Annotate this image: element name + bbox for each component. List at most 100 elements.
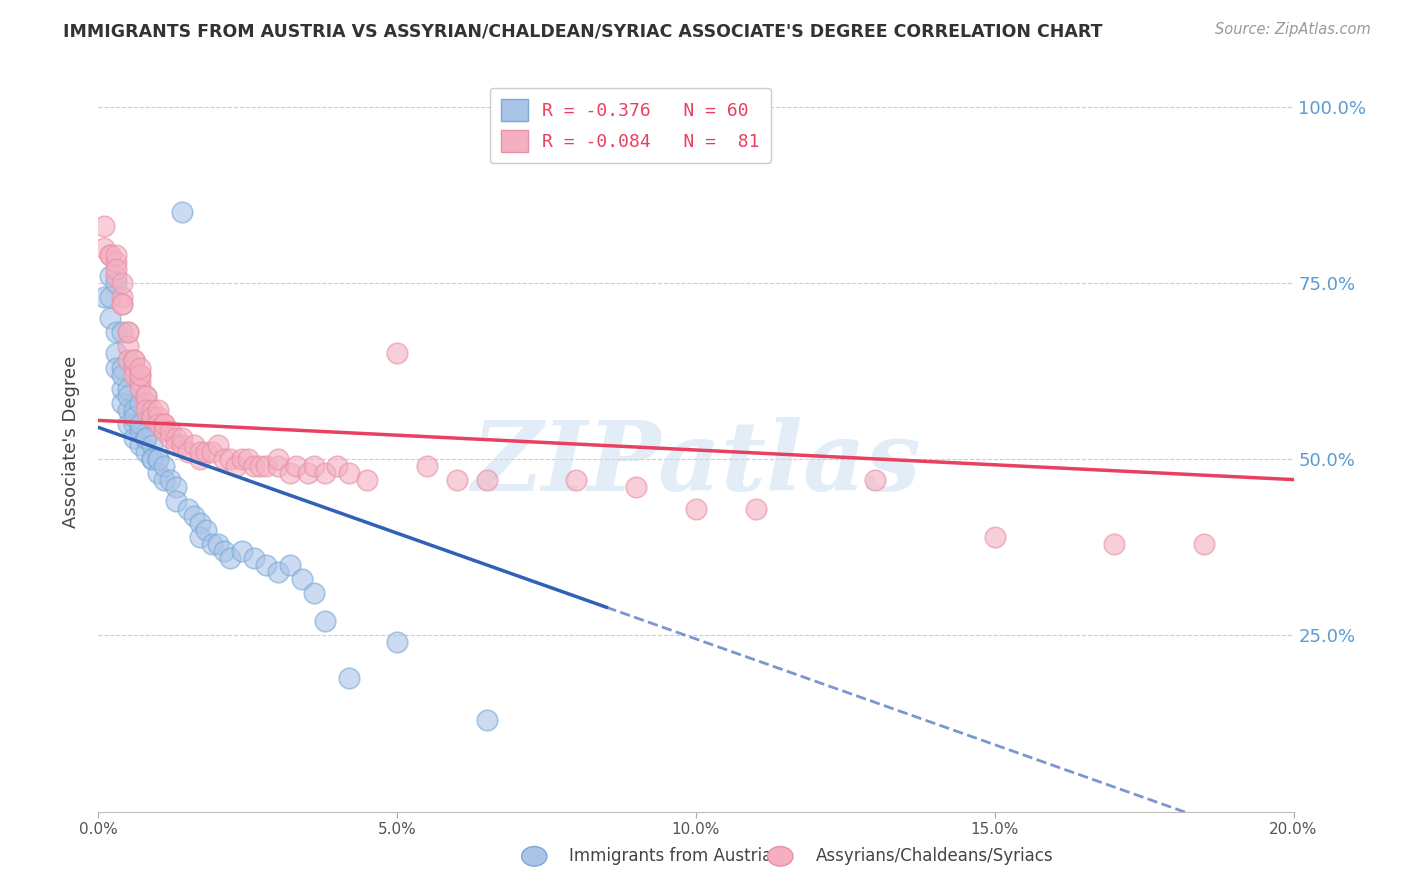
Point [626, 480, 648, 494]
Point [172, 431, 194, 445]
Point [212, 544, 235, 558]
Point [129, 368, 152, 382]
Point [267, 459, 290, 474]
Point [111, 360, 134, 375]
Point [243, 459, 266, 474]
Point [124, 353, 146, 368]
Point [124, 431, 146, 445]
Point [153, 473, 176, 487]
Point [98, 268, 122, 283]
Point [111, 290, 134, 304]
Text: Immigrants from Austria: Immigrants from Austria [569, 847, 773, 865]
Point [129, 417, 152, 431]
Point [188, 530, 211, 544]
Point [98, 290, 122, 304]
Point [111, 382, 134, 396]
Point [129, 360, 152, 375]
Point [225, 459, 247, 474]
Point [207, 438, 229, 452]
Point [141, 452, 163, 467]
Point [385, 635, 409, 649]
Point [124, 360, 146, 375]
Point [117, 325, 139, 339]
Point [105, 325, 128, 339]
Point [135, 431, 157, 445]
Point [416, 459, 439, 474]
Point [254, 558, 277, 572]
Point [267, 565, 290, 579]
Point [339, 671, 361, 685]
Point [129, 375, 152, 389]
Point [207, 537, 229, 551]
Text: IMMIGRANTS FROM AUSTRIA VS ASSYRIAN/CHALDEAN/SYRIAC ASSOCIATE'S DEGREE CORRELATI: IMMIGRANTS FROM AUSTRIA VS ASSYRIAN/CHAL… [63, 22, 1102, 40]
Point [117, 353, 139, 368]
Point [172, 205, 194, 219]
Point [117, 325, 139, 339]
Point [195, 445, 218, 459]
Point [124, 402, 146, 417]
Point [111, 368, 134, 382]
Point [105, 268, 128, 283]
Point [326, 459, 349, 474]
Point [129, 382, 152, 396]
Point [254, 459, 277, 474]
Point [315, 467, 337, 481]
Point [219, 550, 242, 565]
Point [475, 473, 498, 487]
Text: ZIPatlas: ZIPatlas [471, 417, 921, 511]
Point [165, 438, 187, 452]
Point [356, 473, 378, 487]
Point [105, 254, 128, 268]
Point [105, 360, 128, 375]
Point [93, 219, 115, 234]
Point [159, 431, 181, 445]
Point [165, 480, 187, 494]
Point [148, 402, 170, 417]
Point [159, 473, 181, 487]
Point [105, 346, 128, 360]
Point [124, 368, 146, 382]
Point [446, 473, 468, 487]
Point [98, 311, 122, 326]
Point [278, 467, 301, 481]
Point [153, 424, 176, 438]
Point [129, 396, 152, 410]
Point [475, 713, 498, 727]
Point [111, 297, 134, 311]
Point [188, 516, 211, 530]
Point [111, 396, 134, 410]
Point [745, 501, 768, 516]
Point [105, 248, 128, 262]
Point [148, 452, 170, 467]
Point [148, 452, 170, 467]
Point [188, 452, 211, 467]
Point [148, 467, 170, 481]
Point [236, 452, 259, 467]
Point [93, 241, 115, 255]
Point [172, 438, 194, 452]
Point [231, 544, 253, 558]
Point [111, 297, 134, 311]
Point [1192, 537, 1215, 551]
Legend: R = -0.376   N = 60, R = -0.084   N =  81: R = -0.376 N = 60, R = -0.084 N = 81 [489, 87, 770, 162]
Point [141, 409, 163, 424]
Point [135, 389, 157, 403]
Point [135, 396, 157, 410]
Point [195, 523, 218, 537]
Point [135, 445, 157, 459]
Point [315, 615, 337, 629]
Point [685, 501, 707, 516]
Point [117, 389, 139, 403]
Point [188, 445, 211, 459]
Point [1104, 537, 1126, 551]
Point [339, 467, 361, 481]
Point [111, 325, 134, 339]
Point [183, 508, 205, 523]
Point [153, 417, 176, 431]
Point [159, 424, 181, 438]
Point [565, 473, 588, 487]
Point [141, 402, 163, 417]
Point [129, 424, 152, 438]
Point [98, 248, 122, 262]
Point [201, 445, 224, 459]
